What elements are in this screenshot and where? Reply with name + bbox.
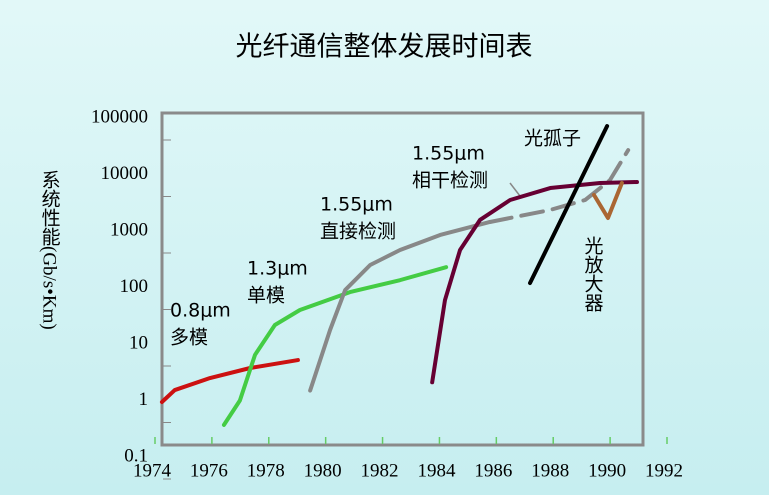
chart-title: 光纤通信整体发展时间表 — [236, 32, 533, 63]
series-line — [528, 124, 610, 286]
x-tick-label: 1982 — [361, 460, 399, 481]
y-tick-label: 0.1 — [124, 445, 148, 466]
annotation: 0.8μm — [170, 300, 231, 322]
annotation: 光孤子 — [524, 128, 581, 150]
annotation: 1.55μm — [320, 194, 393, 216]
series-line — [159, 358, 300, 405]
pointer — [509, 182, 521, 197]
plot-frame — [160, 111, 645, 447]
x-tick-label: 1990 — [588, 460, 626, 481]
series-line — [221, 265, 449, 427]
y-tick-label: 1000 — [110, 219, 148, 240]
y-tick-label: 1 — [139, 389, 149, 410]
series-line — [430, 180, 639, 385]
x-tick-label: 1978 — [247, 460, 285, 481]
y-tick-label: 10 — [129, 332, 148, 353]
annotation: 多模 — [170, 327, 208, 349]
series-line — [308, 219, 492, 393]
annotation: 单模 — [247, 285, 285, 307]
y-tick-label: 100000 — [91, 106, 148, 127]
x-tick-label: 1976 — [190, 460, 228, 481]
x-tick-label: 1984 — [417, 460, 456, 481]
x-tick-label: 1974 — [133, 460, 172, 481]
x-tick-label: 1988 — [531, 460, 569, 481]
y-axis-label: 系统性能(Gb/s•Km) — [39, 170, 61, 330]
annotation: 1.3μm — [247, 258, 308, 280]
x-tick-label: 1980 — [304, 460, 342, 481]
y-tick-label: 10000 — [101, 163, 149, 184]
annotation: 光放大器 — [582, 236, 604, 312]
series-line — [592, 180, 624, 220]
y-tick-label: 100 — [120, 276, 149, 297]
x-tick-label: 1986 — [474, 460, 512, 481]
annotation: 相干检测 — [412, 170, 488, 192]
x-tick-label: 1992 — [645, 460, 683, 481]
series-line — [487, 148, 631, 224]
annotation: 1.55μm — [412, 143, 485, 165]
annotation: 直接检测 — [320, 221, 396, 243]
